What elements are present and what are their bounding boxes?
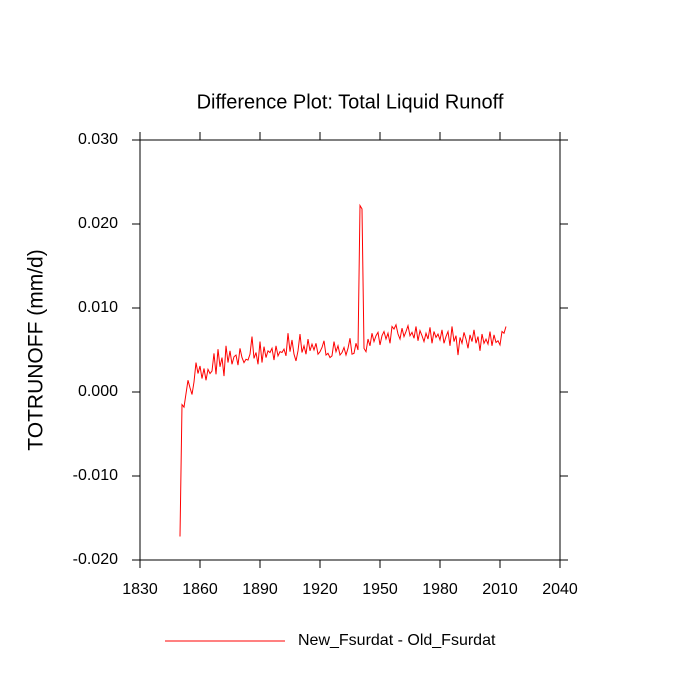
legend-label: New_Fsurdat - Old_Fsurdat: [298, 632, 496, 649]
x-tick-label: 2010: [482, 581, 518, 598]
x-tick-label: 2040: [542, 581, 578, 598]
x-tick-label: 1980: [422, 581, 458, 598]
y-tick-label: 0.020: [78, 215, 118, 232]
plot-frame: [139, 139, 561, 561]
x-tick-label: 1950: [362, 581, 398, 598]
x-tick-label: 1890: [242, 581, 278, 598]
y-axis-label: TOTRUNOFF (mm/d): [25, 249, 48, 450]
data-line: [179, 203, 507, 537]
y-tick-label: -0.010: [73, 467, 118, 484]
x-tick-label: 1830: [122, 581, 158, 598]
x-tick-label: 1920: [302, 581, 338, 598]
x-tick-label: 1860: [182, 581, 218, 598]
chart-title: Difference Plot: Total Liquid Runoff: [197, 91, 504, 113]
y-tick-label: -0.020: [73, 551, 118, 568]
y-tick-label: 0.010: [78, 299, 118, 316]
y-tick-label: 0.030: [78, 131, 118, 148]
y-tick-label: 0.000: [78, 383, 118, 400]
